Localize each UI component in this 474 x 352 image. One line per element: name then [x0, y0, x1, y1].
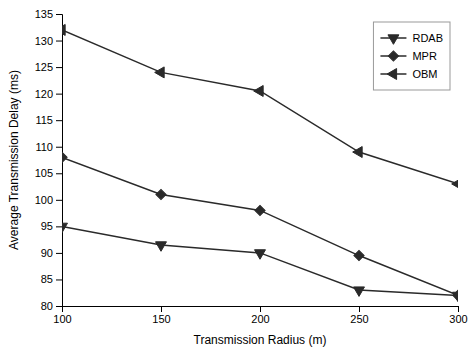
series — [62, 223, 458, 302]
point — [354, 250, 364, 260]
x-tick: 200 — [251, 306, 269, 325]
y-tick-label: 105 — [35, 167, 53, 179]
point — [156, 242, 167, 251]
y-tick: 95 — [41, 220, 62, 232]
legend-label: MPR — [412, 50, 437, 62]
y-tick-label: 125 — [35, 61, 53, 73]
point — [62, 24, 65, 35]
y-tick-label: 90 — [41, 247, 53, 259]
x-tick-label: 150 — [152, 313, 170, 325]
legend: RDAB MPR OBM — [373, 22, 450, 90]
y-tick-label: 95 — [41, 220, 53, 232]
x-tick: 300 — [449, 306, 467, 325]
legend-marker — [388, 51, 398, 61]
y-tick: 105 — [35, 167, 62, 179]
x-tick-label: 100 — [53, 313, 71, 325]
point — [453, 290, 458, 300]
point — [62, 152, 67, 162]
y-tick: 80 — [41, 300, 62, 312]
point — [452, 178, 458, 189]
y-tick-mark — [56, 14, 62, 15]
y-tick-mark — [56, 147, 62, 148]
y-tick-mark — [56, 67, 62, 68]
legend-marker — [387, 69, 396, 80]
y-tick-mark — [56, 41, 62, 42]
x-tick-mark — [161, 306, 162, 312]
y-tick-label: 100 — [35, 194, 53, 206]
line — [62, 157, 458, 295]
y-axis: 80 85 90 95 100 105 110 115 120 125 130 135 — [35, 8, 63, 312]
y-tick-mark — [56, 173, 62, 174]
plot: 100 150 200 250 300 80 85 90 95 100 105 110 115 120 12… — [7, 8, 468, 347]
page: 100 150 200 250 300 80 85 90 95 100 105 110 115 120 12… — [0, 0, 474, 352]
point — [354, 287, 365, 296]
x-axis-line — [63, 307, 459, 313]
y-tick: 135 — [35, 8, 62, 20]
y-axis-line — [56, 15, 63, 307]
line — [62, 226, 458, 295]
point — [62, 223, 67, 232]
y-tick: 90 — [41, 247, 62, 259]
x-tick: 100 — [53, 306, 71, 325]
point — [353, 147, 362, 158]
y-tick-mark — [56, 226, 62, 227]
legend-marker — [388, 35, 399, 44]
x-axis: 100 150 200 250 300 — [53, 306, 467, 325]
chart-svg: 100 150 200 250 300 80 85 90 95 100 105 110 115 120 12… — [0, 0, 474, 352]
y-tick: 110 — [35, 141, 62, 153]
point — [255, 205, 265, 215]
legend-label: RDAB — [412, 32, 443, 44]
point — [155, 67, 164, 78]
y-tick-label: 120 — [35, 88, 53, 100]
point — [156, 189, 166, 199]
point — [255, 250, 266, 259]
x-tick: 150 — [152, 306, 170, 325]
y-tick-label: 115 — [35, 114, 53, 126]
x-axis-title: Transmission Radius (m) — [194, 333, 327, 347]
series — [62, 152, 458, 300]
y-tick-label: 80 — [41, 300, 53, 312]
x-tick: 250 — [350, 306, 368, 325]
y-tick-mark — [56, 306, 62, 307]
x-tick-label: 250 — [350, 313, 368, 325]
point — [254, 86, 263, 97]
y-tick-mark — [56, 200, 62, 201]
x-tick-mark — [458, 306, 459, 312]
legend-item: RDAB — [380, 32, 443, 44]
y-tick-label: 135 — [35, 8, 53, 20]
x-tick-mark — [359, 306, 360, 312]
legend-label: OBM — [412, 68, 437, 80]
y-tick: 100 — [35, 194, 62, 206]
y-tick-label: 130 — [35, 35, 53, 47]
y-tick-mark — [56, 253, 62, 254]
y-tick: 130 — [35, 35, 62, 47]
y-tick: 85 — [41, 273, 62, 285]
chart-container: 100 150 200 250 300 80 85 90 95 100 105 110 115 120 12… — [0, 0, 474, 352]
legend-item: OBM — [380, 68, 437, 80]
x-tick-mark — [260, 306, 261, 312]
y-tick-label: 110 — [35, 141, 53, 153]
y-tick-mark — [56, 94, 62, 95]
legend-item: MPR — [380, 50, 437, 62]
y-tick: 120 — [35, 88, 62, 100]
y-tick-label: 85 — [41, 273, 53, 285]
y-tick-mark — [56, 279, 62, 280]
y-tick-mark — [56, 120, 62, 121]
y-tick: 115 — [35, 114, 62, 126]
y-tick: 125 — [35, 61, 62, 73]
legend-frame — [373, 22, 450, 90]
x-tick-label: 200 — [251, 313, 269, 325]
x-tick-label: 300 — [449, 313, 467, 325]
y-axis-title: Average Transmission Delay (ms) — [7, 70, 21, 250]
